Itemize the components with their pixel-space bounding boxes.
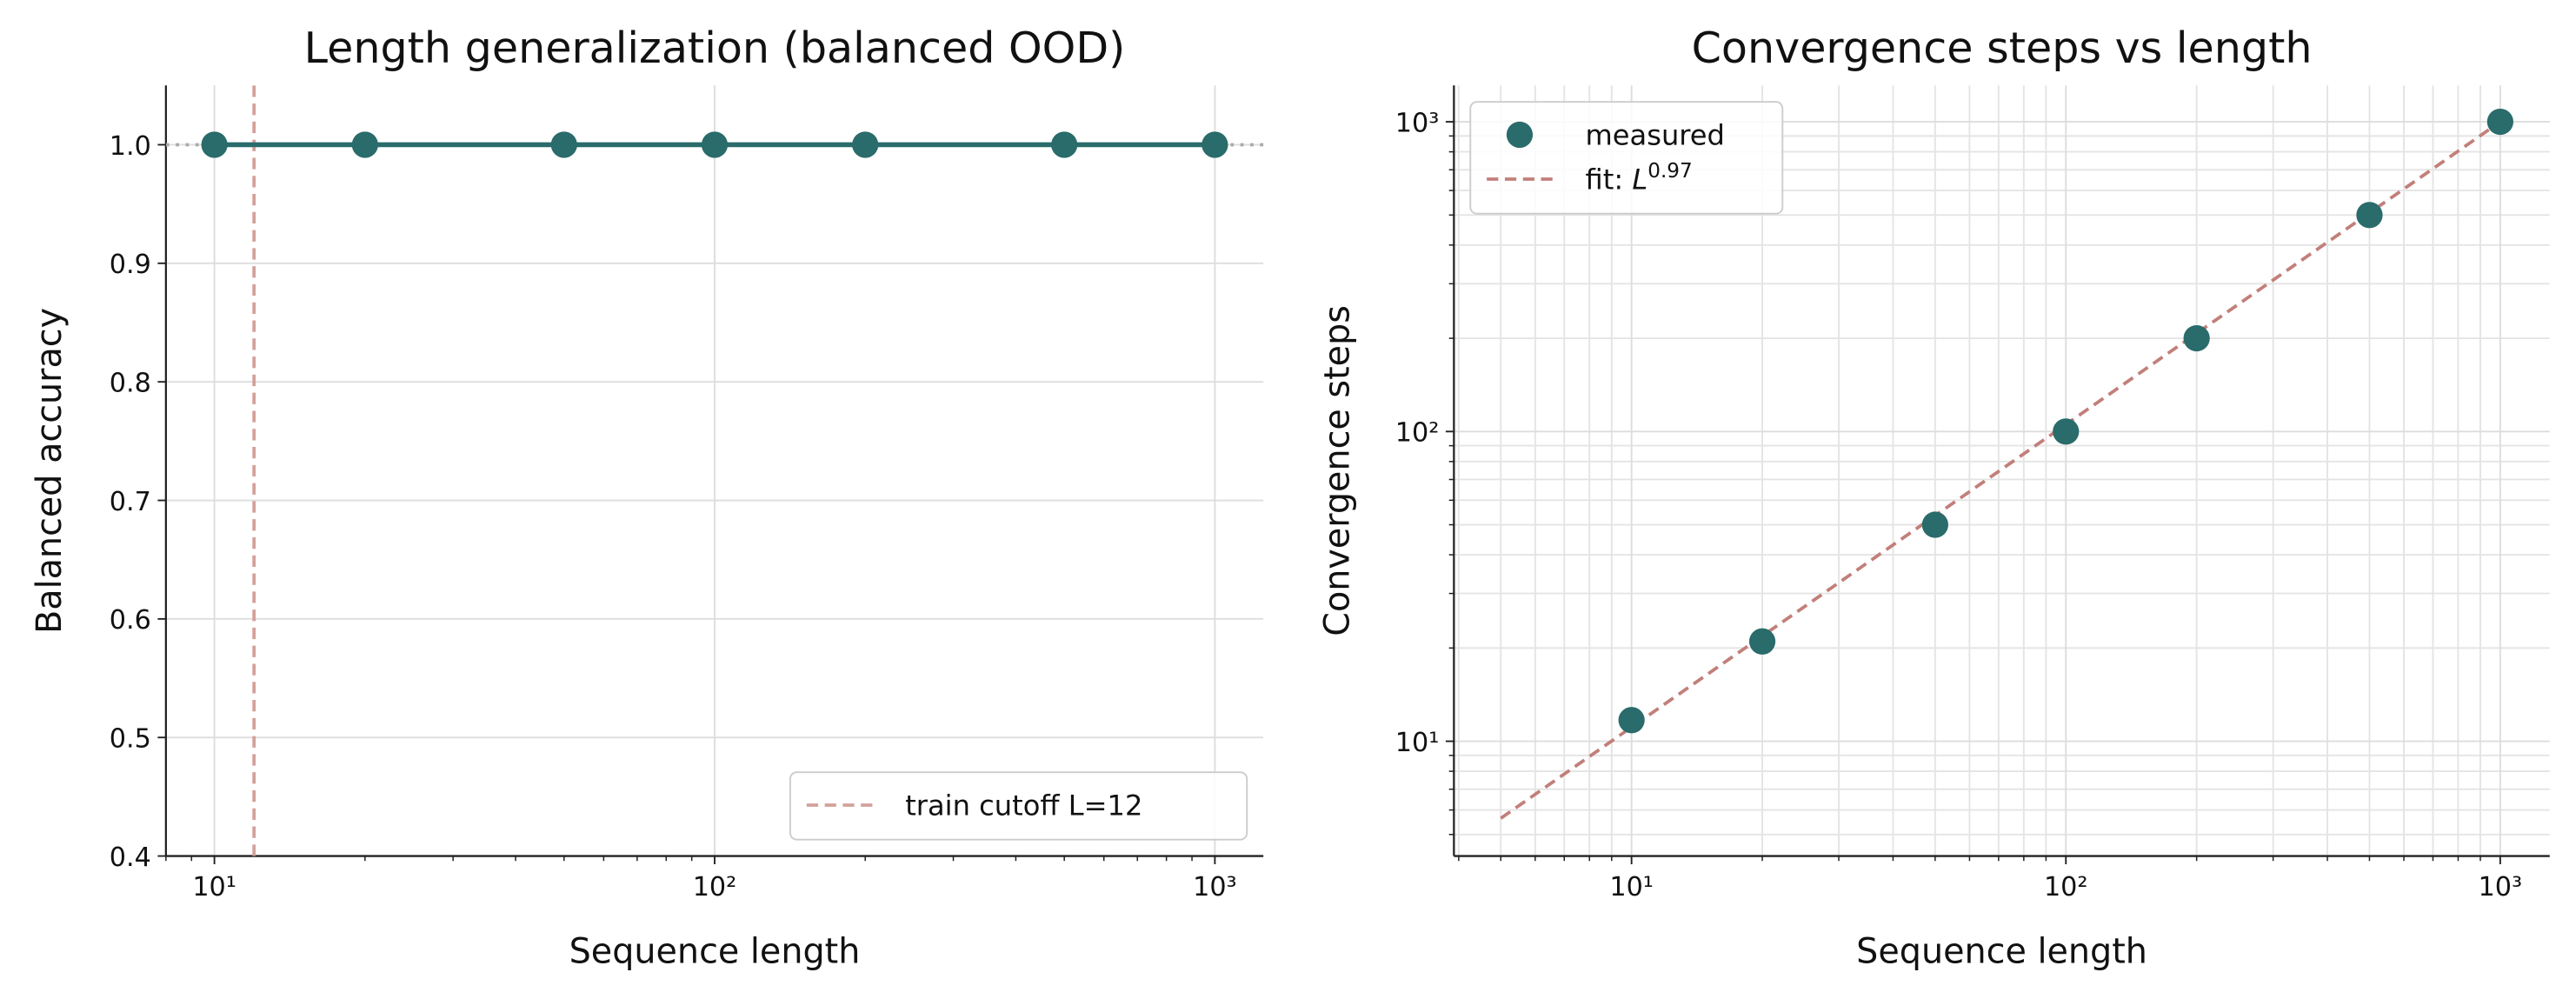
- data-point: [351, 131, 378, 158]
- plot-area: [1500, 120, 2501, 820]
- legend-label: train cutoff L=12: [905, 789, 1142, 822]
- data-point: [852, 131, 879, 158]
- data-point: [701, 131, 729, 158]
- y-tick-label: 10²: [1395, 418, 1440, 449]
- y-tick-label: 10³: [1395, 108, 1440, 138]
- y-tick-label: 0.7: [110, 487, 151, 517]
- chart: Convergence steps vs length Sequence leng…: [1317, 23, 2550, 971]
- x-tick-label: 10²: [693, 872, 737, 902]
- chart: Length generalization (balanced OOD) Sequ…: [30, 23, 1264, 971]
- y-tick-label: 0.5: [110, 724, 151, 755]
- y-tick-label: 0.4: [110, 842, 151, 873]
- y-axis-label: Balanced accuracy: [30, 308, 70, 634]
- data-point: [550, 131, 577, 158]
- chart-title: Convergence steps vs length: [1692, 23, 2313, 73]
- x-tick-label: 10³: [2479, 872, 2523, 902]
- legend-box: [1469, 101, 1784, 215]
- x-axis-label: Sequence length: [1856, 931, 2147, 971]
- y-tick-label: 1.0: [110, 131, 151, 162]
- data-point: [1618, 707, 1645, 734]
- data-point: [1748, 628, 1776, 655]
- x-axis-label: Sequence length: [569, 931, 861, 971]
- data-point: [2486, 108, 2513, 136]
- y-tick-label: 0.6: [110, 605, 151, 636]
- data-point: [2356, 202, 2383, 229]
- legend-label: measured: [1586, 118, 1725, 151]
- x-tick-label: 10³: [1193, 872, 1237, 902]
- data-point: [1921, 511, 1948, 538]
- data-point: [2183, 324, 2210, 352]
- legend-box: [789, 771, 1248, 841]
- data-point: [1201, 131, 1228, 158]
- x-tick-label: 10²: [2044, 872, 2088, 902]
- y-tick-label: 0.8: [110, 369, 151, 399]
- x-tick-label: 10¹: [1609, 872, 1654, 902]
- data-point: [201, 131, 228, 158]
- chart-title: Length generalization (balanced OOD): [304, 23, 1126, 73]
- data-point: [2053, 418, 2080, 445]
- y-tick-label: 10¹: [1395, 728, 1440, 758]
- y-tick-label: 0.9: [110, 250, 151, 280]
- y-axis-label: Convergence steps: [1317, 305, 1357, 636]
- x-tick-label: 10¹: [192, 872, 236, 902]
- series-line: [1500, 120, 2501, 820]
- legend-marker: [1506, 121, 1534, 149]
- data-point: [1051, 131, 1078, 158]
